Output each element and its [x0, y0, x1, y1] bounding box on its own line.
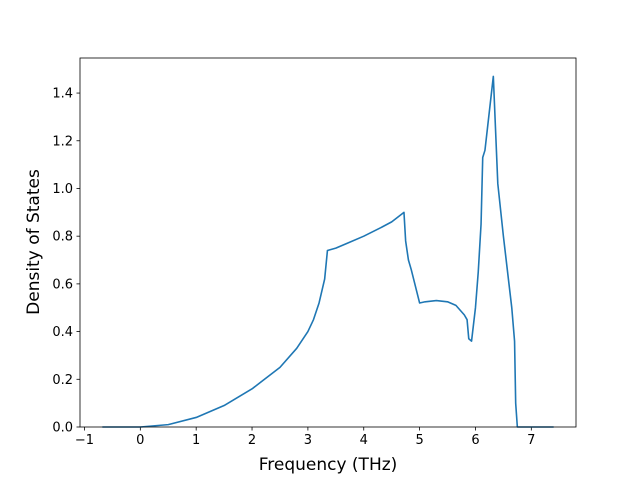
x-tick-label: 1 — [192, 433, 200, 448]
y-axis-label: Density of States — [24, 169, 44, 315]
plot-frame — [79, 57, 577, 428]
y-tick-label: 0.4 — [52, 325, 73, 340]
y-tick-label: 0.8 — [52, 230, 73, 245]
data-line — [102, 75, 554, 428]
x-tick-label: 4 — [360, 433, 368, 448]
x-tick-label: 5 — [415, 433, 423, 448]
y-tick-label: 1.2 — [52, 134, 73, 149]
y-tick-label: 0.0 — [52, 421, 73, 436]
y-tick-label: 0.2 — [52, 373, 73, 388]
x-tick-label: 7 — [527, 433, 535, 448]
y-tick-label: 0.6 — [52, 277, 73, 292]
x-tick-label: −1 — [75, 433, 94, 448]
x-tick-label: 6 — [471, 433, 479, 448]
y-tick-label: 1.4 — [52, 87, 73, 102]
y-tick-label: 1.0 — [52, 182, 73, 197]
x-tick-label: 3 — [304, 433, 312, 448]
x-tick-label: 2 — [248, 433, 256, 448]
x-tick-label: 0 — [136, 433, 144, 448]
x-axis-label: Frequency (THz) — [259, 455, 398, 475]
